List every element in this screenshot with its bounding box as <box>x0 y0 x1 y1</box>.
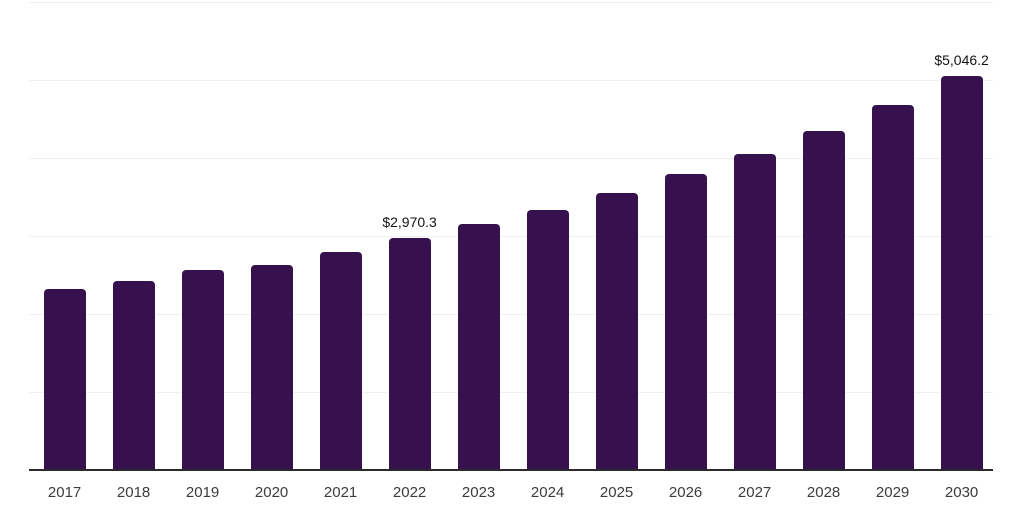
x-tick-label-2030: 2030 <box>944 484 979 501</box>
x-tick-label-2020: 2020 <box>254 484 289 501</box>
x-tick-label-2029: 2029 <box>875 484 910 501</box>
x-tick-label-2022: 2022 <box>392 484 427 501</box>
bar-2019[interactable] <box>181 270 224 470</box>
bar-2028[interactable] <box>802 130 845 470</box>
x-tick-label-2024: 2024 <box>530 484 565 501</box>
bar-2029[interactable] <box>871 104 914 470</box>
bar-2018[interactable] <box>112 281 155 470</box>
bar-2024[interactable] <box>526 210 569 470</box>
bar-2025[interactable] <box>595 192 638 470</box>
bar-2023[interactable] <box>457 224 500 470</box>
x-tick-label-2017: 2017 <box>47 484 82 501</box>
x-tick-label-2018: 2018 <box>116 484 151 501</box>
x-tick-label-2023: 2023 <box>461 484 496 501</box>
bar-2026[interactable] <box>664 174 707 470</box>
gridline <box>29 80 993 81</box>
bar-2027[interactable] <box>733 154 776 470</box>
x-tick-label-2027: 2027 <box>737 484 772 501</box>
x-axis-labels: 2017 2018 2019 2020 2021 2022 2023 2024 2025 2026… <box>29 484 993 504</box>
bar-2017[interactable] <box>43 289 86 470</box>
bar-2030[interactable] <box>940 76 983 470</box>
gridline <box>29 314 993 315</box>
bar-value-label-2022: $2,970.3 <box>382 214 437 231</box>
plot-area: $2,970.3 $5,046.2 <box>29 2 993 470</box>
x-tick-label-2025: 2025 <box>599 484 634 501</box>
x-tick-label-2019: 2019 <box>185 484 220 501</box>
x-axis-line <box>29 469 993 471</box>
x-tick-label-2021: 2021 <box>323 484 358 501</box>
gridline <box>29 236 993 237</box>
x-tick-label-2026: 2026 <box>668 484 703 501</box>
bar-2021[interactable] <box>319 252 362 470</box>
bar-2020[interactable] <box>250 265 293 470</box>
gridline <box>29 2 993 3</box>
bar-value-label-2030: $5,046.2 <box>934 52 989 69</box>
gridline <box>29 392 993 393</box>
gridline <box>29 158 993 159</box>
x-tick-label-2028: 2028 <box>806 484 841 501</box>
bar-2022[interactable] <box>388 238 431 470</box>
